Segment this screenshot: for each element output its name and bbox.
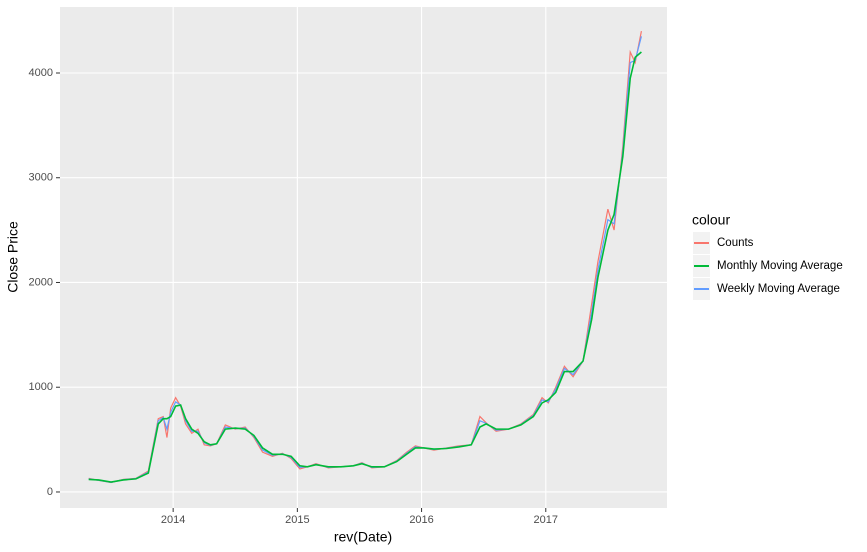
x-axis-title: rev(Date)	[334, 529, 392, 545]
x-tick-label: 2015	[285, 514, 309, 526]
y-tick-label: 0	[47, 486, 53, 498]
panel	[60, 7, 667, 508]
legend-title: colour	[692, 212, 730, 228]
series-line	[88, 51, 642, 483]
y-tick-label: 4000	[29, 67, 53, 79]
y-tick-label: 1000	[29, 381, 53, 393]
legend-label: Weekly Moving Average	[717, 283, 840, 295]
x-tick-label: 2014	[161, 514, 185, 526]
y-axis-title: Close Price	[5, 221, 21, 293]
y-tick-label: 2000	[29, 276, 53, 288]
legend-label: Monthly Moving Average	[717, 260, 843, 272]
x-tick-label: 2016	[409, 514, 433, 526]
x-tick-label: 2017	[534, 514, 558, 526]
y-tick-label: 3000	[29, 172, 53, 184]
legend-label: Counts	[717, 237, 754, 249]
